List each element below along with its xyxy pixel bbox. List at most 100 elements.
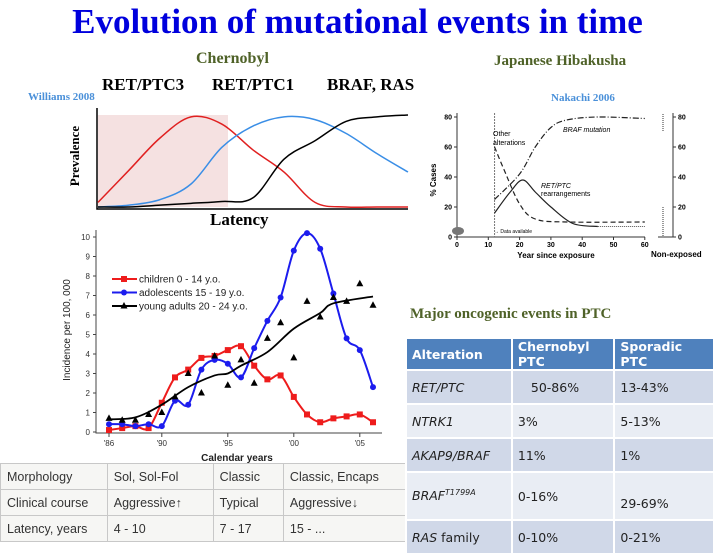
x-axis-label: Year since exposure	[517, 251, 595, 260]
chernobyl-cell: 50-86%	[510, 369, 616, 405]
table-cell: Clinical course	[0, 489, 108, 516]
y-tick-label: 3	[86, 370, 91, 379]
data-point-children	[343, 413, 350, 420]
data-point-young-adults	[118, 416, 126, 423]
data-point-children	[119, 425, 126, 432]
table-row: NTRK1 3% 5-13%	[405, 403, 715, 439]
prevalence-axis-label: Prevalence	[67, 125, 83, 187]
data-point-young-adults	[145, 410, 153, 417]
y-tick-label: 0	[86, 428, 91, 437]
data-point-young-adults	[211, 351, 219, 359]
data-point-adolescents	[370, 384, 376, 391]
data-point-young-adults	[356, 279, 364, 287]
data-point-adolescents	[145, 421, 152, 428]
y-tick-label: 80	[444, 115, 452, 122]
annotation-braf: BRAF mutation	[563, 127, 610, 134]
latency-table: Morphology Sol, Sol-Fol Classic Classic, En…	[0, 463, 411, 542]
data-point-young-adults	[277, 318, 285, 326]
y-tick-label: 20	[444, 205, 452, 212]
sporadic-cell: 1%	[613, 437, 715, 473]
x-tick-label: 20	[516, 242, 524, 249]
right-y-tick-label: 20	[678, 205, 686, 212]
data-point-children	[106, 427, 112, 434]
series-line-2	[494, 146, 645, 223]
x-tick-label: '00	[289, 439, 300, 448]
gene-label-ret-ptc1: RET/PTC1	[212, 75, 295, 94]
table-row: BRAFT1799A 0-16% 29-69%	[405, 471, 715, 521]
table-cell: Classic, Encaps	[282, 463, 411, 490]
data-point-young-adults	[197, 389, 205, 396]
data-point-children	[224, 347, 231, 354]
x-tick-label: '95	[223, 439, 234, 448]
citation-williams: Williams 2008	[28, 91, 95, 103]
data-point-children	[277, 372, 284, 379]
series-line-2	[97, 114, 409, 208]
right-y-tick-label: 40	[678, 175, 686, 182]
table-row: AKAP9/BRAF 11% 1%	[405, 437, 715, 473]
data-point-adolescents	[185, 401, 192, 408]
data-point-children	[290, 393, 297, 400]
trend-line	[108, 295, 374, 421]
data-point-young-adults	[171, 392, 179, 400]
right-axis	[658, 113, 674, 238]
column-header: Sporadic PTC	[613, 337, 715, 371]
latency-axis-label: Latency	[210, 210, 269, 229]
x-tick-label: '90	[157, 439, 168, 448]
x-tick-label: '86	[104, 439, 115, 448]
series-line-1	[494, 179, 598, 228]
alteration-cell: NTRK1	[405, 403, 513, 439]
chernobyl-cell: 0-16%	[510, 471, 616, 521]
data-point-adolescents	[132, 423, 139, 430]
data-point-children	[370, 419, 376, 426]
alteration-cell: RET/PTC	[405, 369, 513, 405]
series-line-1	[97, 115, 409, 208]
legend-marker	[120, 302, 128, 309]
incidence-chart: 0 1 2 3 4 5 6 7 8 9 10 '86 '90 '95 '00 '05 Calendar year…	[62, 230, 382, 464]
slide-title: Evolution of mutational events in time	[72, 2, 643, 41]
data-point-adolescents	[251, 345, 258, 352]
table-cell: Aggressive↓	[282, 489, 411, 516]
table-cell: Latency, years	[0, 515, 108, 542]
data-point-adolescents	[106, 421, 112, 428]
x-axis-label: Calendar years	[201, 453, 273, 464]
y-tick-label: 60	[444, 145, 452, 152]
data-point-young-adults	[105, 414, 113, 421]
prevalence-chart	[96, 108, 409, 210]
table-cell: Morphology	[0, 463, 108, 490]
y-tick-label: 4	[86, 350, 91, 359]
axes	[95, 230, 382, 434]
data-point-children	[317, 419, 324, 426]
data-point-adolescents	[304, 230, 310, 237]
data-point-young-adults	[329, 293, 337, 300]
table-cell: Typical	[212, 489, 284, 516]
right-y-tick-label: 80	[678, 115, 686, 122]
data-point-children	[198, 354, 205, 361]
y-tick-label: 7	[86, 292, 91, 301]
ptc-table-title: Major oncogenic events in PTC	[410, 306, 612, 322]
table-row: Morphology Sol, Sol-Fol Classic Classic, En…	[0, 463, 411, 490]
data-point-children	[158, 399, 165, 406]
y-tick-label: 40	[444, 175, 452, 182]
data-point-adolescents	[198, 366, 205, 373]
table-row: RAS family 0-10% 0-21%	[405, 519, 715, 555]
data-point-adolescents	[238, 374, 244, 381]
y-axis-label: % Cases	[429, 163, 438, 196]
data-point-children	[172, 374, 178, 381]
data-point-young-adults	[303, 297, 311, 304]
alteration-cell: RAS family	[405, 519, 513, 555]
y-tick-label: 10	[81, 233, 90, 242]
y-tick-label: 0	[448, 235, 452, 242]
axes	[456, 113, 645, 238]
data-point-adolescents	[317, 245, 324, 252]
data-point-children	[251, 362, 258, 369]
data-point-adolescents	[356, 347, 363, 354]
annotation-other: Other	[493, 131, 511, 138]
tree-icon	[452, 227, 464, 235]
data-point-children	[145, 425, 152, 432]
data-point-children	[356, 411, 363, 418]
shaded-region	[98, 115, 228, 207]
data-point-young-adults	[290, 353, 298, 361]
chernobyl-cell: 3%	[510, 403, 616, 439]
